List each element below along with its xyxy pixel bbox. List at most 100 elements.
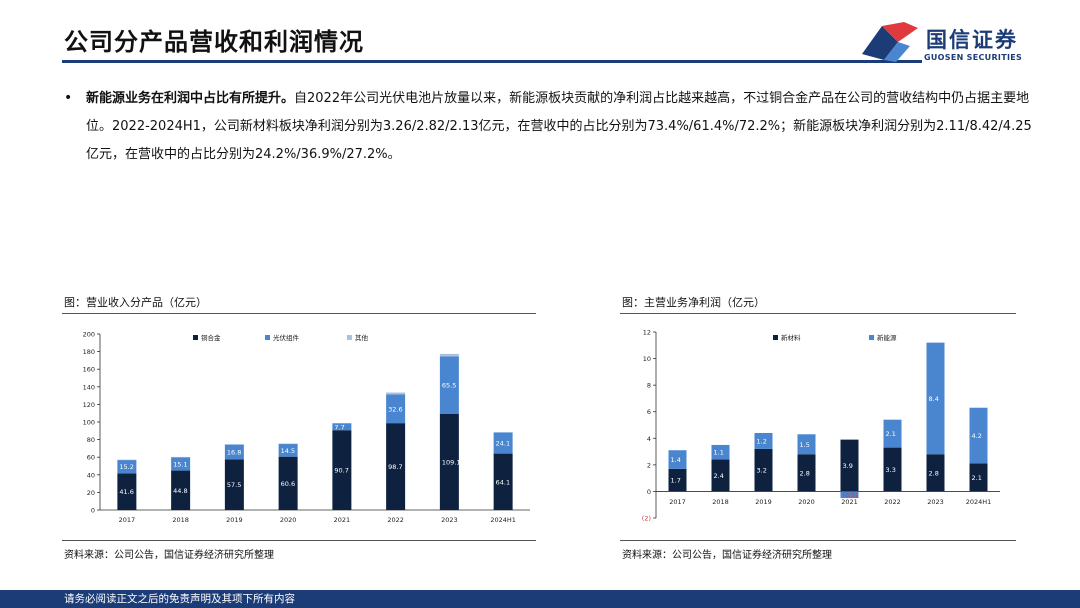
right-chart-caption: 图：主营业务净利润（亿元） [622,296,765,309]
y-tick-label: 8 [647,382,651,390]
bullet-icon: • [64,90,73,106]
bar-segment [171,456,191,458]
x-tick-label: 2023 [927,498,944,506]
data-label: 109.1 [442,458,461,466]
legend-label: 铜合金 [201,333,221,342]
net-profit-chart: (2) 0 2 4 6 8 10 12 新材料 新能源 1.7 1.4 2017 2.4 1.1 2018 3.… [642,329,1000,523]
bar-segment [171,457,191,471]
x-tick-label: 2017 [669,498,686,506]
bar-segment [224,444,244,460]
x-tick-label: 2017 [119,516,136,524]
y-tick-label: 200 [83,331,95,339]
y-tick-label: 160 [83,366,95,374]
data-label: 1.2 [757,437,767,445]
bar-segment [439,413,459,510]
data-label: 2.1 [886,430,896,438]
data-label: 3.9 [843,462,853,470]
data-label: 16.8 [227,449,241,457]
y-tick-label: 120 [83,401,95,409]
y-tick-label: 20 [87,489,95,497]
bar-segment [439,353,459,357]
footer-bar: 请务必阅读正文之后的免责声明及其项下所有内容 [0,590,1080,608]
summary-lead: 新能源业务在利润中占比有所提升。 [86,91,295,106]
bar-segment [797,434,816,455]
footer-disclaimer: 请务必阅读正文之后的免责声明及其项下所有内容 [64,593,295,605]
bar-segment [332,422,352,424]
data-label: 14.5 [281,447,295,455]
x-tick-label: 2019 [755,498,772,506]
left-chart-source: 资料来源：公司公告，国信证券经济研究所整理 [64,550,274,561]
bar-segment [278,443,298,457]
y-tick-label: 80 [87,436,95,444]
bar-segment [711,444,730,460]
bar-segment [171,470,191,510]
bar-segment [711,459,730,492]
bar-segment [386,394,406,424]
bar-segment [493,432,513,433]
data-label: 15.1 [173,460,187,468]
bar-segment [840,439,859,492]
x-tick-label: 2019 [226,516,243,524]
bar-segment [278,443,298,445]
bar-segment [386,423,406,510]
logo-mark-icon [862,22,918,62]
bar-segment [797,454,816,492]
data-label: 65.5 [442,382,456,390]
legend-label: 光伏组件 [273,333,300,342]
bar-segment [117,460,137,474]
x-tick-label: 2018 [712,498,729,506]
y-tick-label: 10 [643,355,651,363]
data-label: 4.2 [972,432,982,440]
x-tick-label: 2018 [172,516,189,524]
data-label: 24.1 [496,439,510,447]
x-tick-label: 2024H1 [490,516,516,524]
title-divider [62,60,922,63]
left-chart-top-rule [62,313,536,314]
y-tick-label: 140 [83,383,95,391]
bar-segment [668,468,687,492]
data-label: 41.6 [119,488,133,496]
bar-segment [278,456,298,510]
left-chart-bottom-rule [62,540,536,541]
legend-swatch [773,335,778,340]
x-tick-label: 2023 [441,516,458,524]
y-tick-label: 60 [87,454,95,462]
data-label: 2.8 [929,469,939,477]
summary-paragraph: 新能源业务在利润中占比有所提升。自2022年公司光伏电池片放量以来，新能源板块贡… [86,85,1036,169]
legend-swatch [869,335,874,340]
bar-segment [926,454,945,492]
summary-text: 自2022年公司光伏电池片放量以来，新能源板块贡献的净利润占比越来越高，不过铜合… [86,91,1032,162]
data-label: (0.5) [843,491,858,499]
bar-segment [668,450,687,469]
y-tick-label: 12 [643,329,651,337]
x-tick-label: 2021 [334,516,351,524]
bar-segment [883,447,902,492]
data-label: 1.7 [671,477,681,485]
data-label: 60.6 [281,480,295,488]
data-label: 15.2 [119,463,133,471]
data-label: 1.5 [800,441,810,449]
x-tick-label: 2020 [280,516,297,524]
x-tick-label: 2022 [884,498,901,506]
bar-segment [386,392,406,395]
y-tick-label: (2) [642,515,651,523]
right-chart-source: 资料来源：公司公告，国信证券经济研究所整理 [622,550,832,561]
bar-segment [926,342,945,455]
x-tick-label: 2021 [841,498,858,506]
bar-segment [117,459,137,461]
bar-segment [224,444,244,445]
x-tick-label: 2024H1 [966,498,992,506]
page-title: 公司分产品营收和利润情况 [64,28,364,56]
bar-segment [332,423,352,431]
data-label: 3.2 [757,467,767,475]
y-tick-label: 0 [91,507,95,515]
data-label: 98.7 [388,463,402,471]
bar-segment [883,419,902,448]
legend-label: 新材料 [781,333,801,342]
left-chart-caption: 图：营业收入分产品（亿元） [64,296,207,309]
bar-segment [224,459,244,510]
data-label: 3.3 [886,466,896,474]
legend-label: 新能源 [877,333,897,342]
bar-segment [754,448,773,492]
right-chart-top-rule [620,313,1016,314]
